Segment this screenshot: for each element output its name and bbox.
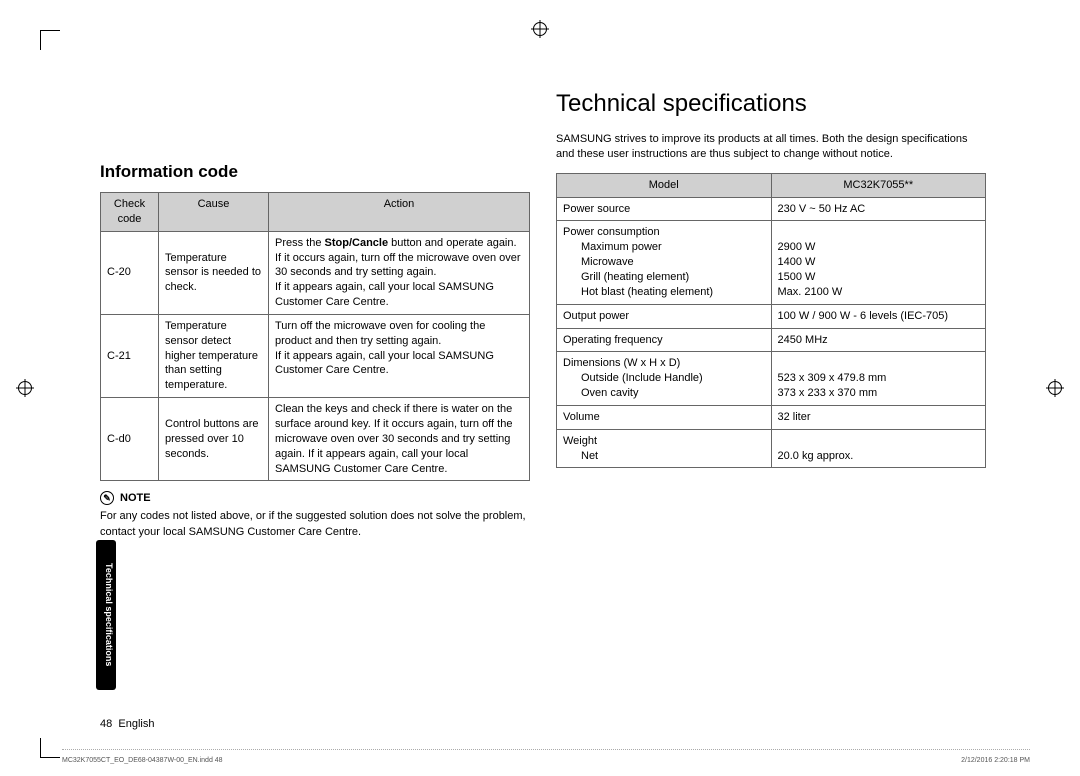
left-column: Information code Check code Cause Action… [100, 90, 530, 540]
spec-subvalue: 2900 W [778, 240, 980, 255]
registration-mark-right [1048, 381, 1062, 395]
spec-value: 2900 W 1400 W 1500 W Max. 2100 W [771, 221, 986, 304]
spec-label: Operating frequency [557, 328, 772, 352]
table-row: Output power 100 W / 900 W - 6 levels (I… [557, 304, 986, 328]
spec-main-label: Power consumption [563, 226, 660, 238]
spec-header-value: MC32K7055** [771, 173, 986, 197]
two-column-layout: Information code Check code Cause Action… [100, 40, 1040, 540]
spec-label: Power consumption Maximum power Microwav… [557, 221, 772, 304]
table-row: Weight Net 20.0 kg approx. [557, 429, 986, 468]
table-row: Power source 230 V ~ 50 Hz AC [557, 197, 986, 221]
spec-sublabel: Grill (heating element) [563, 270, 765, 285]
note-label: NOTE [120, 492, 151, 504]
spec-subvalue: Max. 2100 W [778, 285, 980, 300]
action-cell: Press the Stop/Cancle button and operate… [269, 231, 530, 314]
print-timestamp: 2/12/2016 2:20:18 PM [961, 757, 1030, 764]
note-icon: ✎ [100, 491, 114, 505]
spec-main-label: Weight [563, 435, 597, 447]
spec-sublabel: Maximum power [563, 240, 765, 255]
table-row: Dimensions (W x H x D) Outside (Include … [557, 352, 986, 406]
note-header: ✎ NOTE [100, 491, 530, 505]
spec-label: Dimensions (W x H x D) Outside (Include … [557, 352, 772, 406]
spec-label: Volume [557, 405, 772, 429]
spec-label: Power source [557, 197, 772, 221]
spec-value: 523 x 309 x 479.8 mm 373 x 233 x 370 mm [771, 352, 986, 406]
col-header-check: Check code [101, 193, 159, 232]
footer-divider [62, 749, 1030, 750]
crop-mark-tl [40, 30, 60, 50]
crop-mark-bl [40, 738, 60, 758]
col-header-action: Action [269, 193, 530, 232]
spec-label: Output power [557, 304, 772, 328]
registration-mark-left [18, 381, 32, 395]
spec-value: 32 liter [771, 405, 986, 429]
table-row: Volume 32 liter [557, 405, 986, 429]
spec-header-model: Model [557, 173, 772, 197]
table-row: C-20 Temperature sensor is needed to che… [101, 231, 530, 314]
action-text: Press the [275, 237, 325, 249]
spec-sublabel: Oven cavity [563, 386, 765, 401]
table-row: Operating frequency 2450 MHz [557, 328, 986, 352]
cause-cell: Temperature sensor is needed to check. [159, 231, 269, 314]
table-row: C-d0 Control buttons are pressed over 10… [101, 398, 530, 481]
code-cell: C-21 [101, 314, 159, 397]
spec-value: 230 V ~ 50 Hz AC [771, 197, 986, 221]
section-tab: Technical specifications [96, 540, 116, 690]
spec-subvalue: 1500 W [778, 270, 980, 285]
spec-sublabel: Microwave [563, 255, 765, 270]
action-cell: Clean the keys and check if there is wat… [269, 398, 530, 481]
spec-subvalue: 20.0 kg approx. [778, 449, 980, 464]
spec-sublabel: Outside (Include Handle) [563, 371, 765, 386]
specifications-table: Model MC32K7055** Power source 230 V ~ 5… [556, 173, 986, 469]
spec-subvalue: 373 x 233 x 370 mm [778, 386, 980, 401]
right-column: Technical specifications SAMSUNG strives… [556, 90, 986, 540]
code-cell: C-20 [101, 231, 159, 314]
page-language: English [118, 718, 154, 730]
cause-cell: Temperature sensor detect higher tempera… [159, 314, 269, 397]
spec-subvalue: 523 x 309 x 479.8 mm [778, 371, 980, 386]
code-cell: C-d0 [101, 398, 159, 481]
main-heading: Technical specifications [556, 90, 986, 118]
registration-mark-top [533, 22, 547, 36]
spec-value: 20.0 kg approx. [771, 429, 986, 468]
note-text: For any codes not listed above, or if th… [100, 509, 530, 540]
spec-main-label: Dimensions (W x H x D) [563, 357, 680, 369]
spec-label: Weight Net [557, 429, 772, 468]
spec-subvalue: 1400 W [778, 255, 980, 270]
print-footer: MC32K7055CT_EO_DE68-04387W-00_EN.indd 48… [62, 757, 1030, 764]
page-footer: 48 English [100, 718, 1020, 730]
col-header-cause: Cause [159, 193, 269, 232]
print-file-path: MC32K7055CT_EO_DE68-04387W-00_EN.indd 48 [62, 757, 223, 764]
page-content: Technical specifications Information cod… [100, 40, 1040, 740]
info-code-heading: Information code [100, 162, 530, 182]
intro-paragraph: SAMSUNG strives to improve its products … [556, 132, 986, 163]
action-bold: Stop/Cancle [325, 237, 389, 249]
spec-sublabel: Net [563, 449, 765, 464]
table-row: Power consumption Maximum power Microwav… [557, 221, 986, 304]
information-code-table: Check code Cause Action C-20 Temperature… [100, 192, 530, 481]
action-cell: Turn off the microwave oven for cooling … [269, 314, 530, 397]
spec-sublabel: Hot blast (heating element) [563, 285, 765, 300]
table-row: C-21 Temperature sensor detect higher te… [101, 314, 530, 397]
spec-value: 100 W / 900 W - 6 levels (IEC-705) [771, 304, 986, 328]
spec-value: 2450 MHz [771, 328, 986, 352]
cause-cell: Control buttons are pressed over 10 seco… [159, 398, 269, 481]
page-number: 48 [100, 718, 112, 730]
